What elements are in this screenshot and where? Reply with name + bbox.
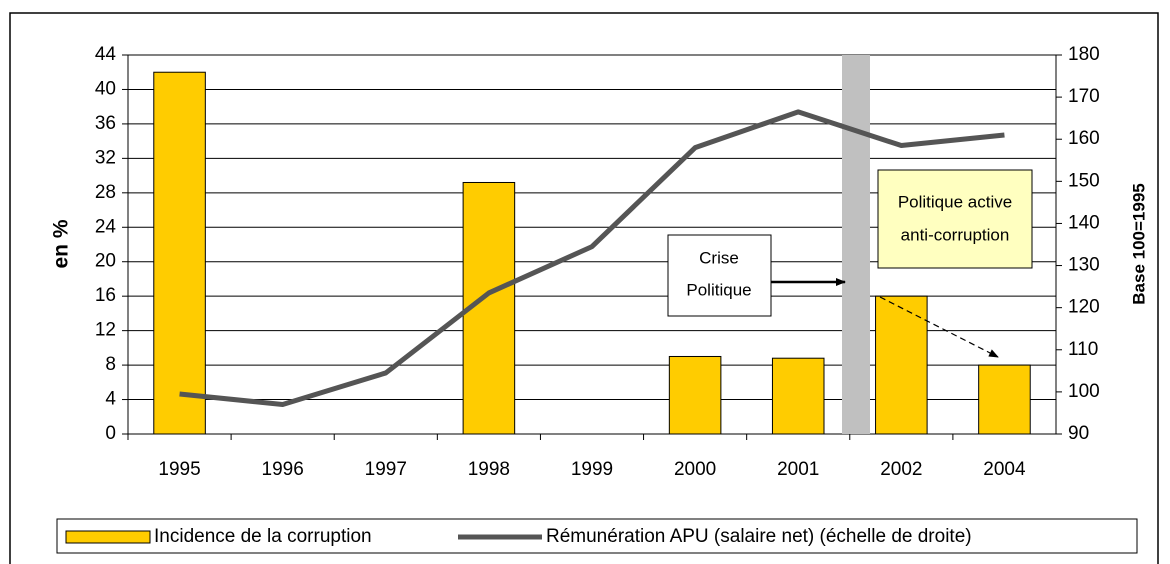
y2-axis-label: Base 100=1995 (1129, 183, 1148, 304)
y-tick-label: 12 (95, 320, 116, 341)
annotation-box (667, 234, 772, 317)
y-tick-label: 8 (105, 354, 116, 375)
y2-tick-label: 170 (1068, 86, 1100, 107)
bar (875, 295, 928, 435)
x-tick-label: 2000 (674, 459, 716, 480)
y2-tick-label: 140 (1068, 212, 1100, 233)
y2-tick-label: 100 (1068, 381, 1100, 402)
y-tick-label: 28 (95, 182, 116, 203)
annotation-box (877, 169, 1033, 269)
x-tick-label: 2004 (983, 459, 1026, 480)
legend-box (56, 518, 1138, 554)
y-tick-label: 4 (105, 389, 116, 410)
y-tick-label: 0 (105, 423, 116, 444)
annotation-text: Politique (686, 280, 751, 299)
y2-tick-label: 160 (1068, 128, 1100, 149)
y-tick-label: 16 (95, 285, 116, 306)
x-tick-label: 2001 (777, 459, 819, 480)
y-tick-label: 44 (95, 44, 117, 65)
y-tick-label: 36 (95, 113, 116, 134)
y2-tick-label: 90 (1068, 423, 1089, 444)
y-tick-label: 20 (95, 251, 116, 272)
x-tick-label: 2002 (880, 459, 922, 480)
y-tick-label: 24 (95, 216, 117, 237)
line (179, 109, 1005, 408)
y-tick-label: 32 (95, 147, 116, 168)
y2-tick-label: 150 (1068, 170, 1100, 191)
legend-swatch (65, 530, 151, 544)
legend-label: Rémunération APU (salaire net) (échelle … (546, 526, 972, 547)
y2-tick-label: 120 (1068, 297, 1100, 318)
x-tick-label: 1996 (262, 459, 304, 480)
bar (771, 357, 825, 435)
annotation-text: Crise (699, 248, 739, 267)
y2-tick-label: 180 (1068, 44, 1100, 65)
y-tick-label: 40 (95, 78, 116, 99)
annotation-text: anti-corruption (901, 225, 1010, 244)
annotation-arrow (879, 296, 999, 358)
crisis-band (842, 55, 870, 434)
legend-label: Incidence de la corruption (154, 526, 372, 547)
bar (153, 71, 206, 435)
bar (978, 364, 1031, 435)
x-tick-label: 1997 (365, 459, 407, 480)
y2-tick-label: 130 (1068, 255, 1100, 276)
y2-tick-label: 110 (1068, 339, 1098, 360)
y-axis-label: en % (50, 219, 73, 268)
x-tick-label: 1998 (468, 459, 510, 480)
bar (668, 355, 722, 435)
x-tick-label: 1995 (158, 459, 200, 480)
x-tick-label: 1999 (571, 459, 613, 480)
annotation-text: Politique active (898, 192, 1012, 211)
